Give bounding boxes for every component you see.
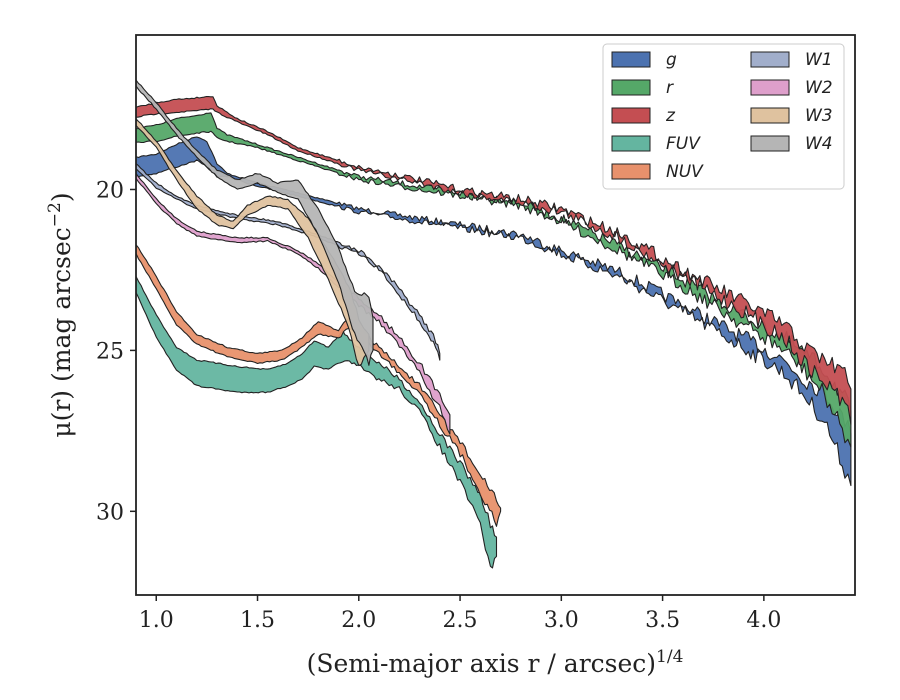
plot-frame [135, 34, 856, 596]
legend-swatch-fuv [611, 135, 651, 152]
profile-bands [136, 79, 852, 569]
legend-label-w3: W3 [805, 106, 833, 126]
x-tick-label: 3.0 [544, 608, 579, 633]
legend-label-fuv: FUV [666, 134, 701, 154]
x-axis-label: (Semi-major axis r / arcsec)1/4 [307, 647, 684, 678]
y-tick-label: 25 [96, 339, 124, 364]
legend-label-w2: W2 [805, 78, 833, 98]
legend-label-g: g [666, 50, 677, 70]
x-tick-label: 2.5 [443, 608, 478, 633]
legend-swatch-g [611, 51, 651, 68]
legend: grz FUV NUV W1 W2 W3 W4 [602, 43, 845, 190]
legend-swatch-w3 [750, 107, 790, 124]
x-tick-label: 2.0 [341, 608, 376, 633]
band-fuv [136, 275, 498, 569]
legend-label-z: z [665, 106, 676, 126]
x-tick-label: 3.5 [645, 608, 680, 633]
x-tick-label: 4.0 [746, 608, 781, 633]
x-tick-label: 1.5 [240, 608, 275, 633]
legend-swatch-w2 [750, 79, 790, 96]
legend-swatch-nuv [611, 163, 651, 180]
x-tick-label: 1.0 [139, 608, 174, 633]
legend-label-nuv: NUV [666, 162, 704, 182]
axes: 1.0 1.5 2.0 2.5 3.0 3.5 4.0 20 25 30 [96, 34, 856, 633]
legend-swatch-w1 [750, 51, 790, 68]
legend-swatch-z [611, 107, 651, 124]
legend-label-w1: W1 [805, 50, 833, 70]
legend-swatch-w4 [750, 135, 790, 152]
legend-label-w4: W4 [805, 134, 833, 154]
legend-swatch-r [611, 79, 651, 96]
y-tick-label: 20 [96, 178, 124, 203]
band-w2 [136, 172, 451, 435]
band-g [136, 136, 852, 487]
band-r [136, 112, 852, 448]
legend-label-r: r [666, 78, 674, 98]
band-nuv [136, 244, 502, 527]
band-w4 [136, 79, 374, 366]
band-z [136, 95, 852, 425]
y-axis-label: μ(r) (mag arcsec−2) [45, 192, 76, 437]
y-tick-label: 30 [96, 500, 124, 525]
